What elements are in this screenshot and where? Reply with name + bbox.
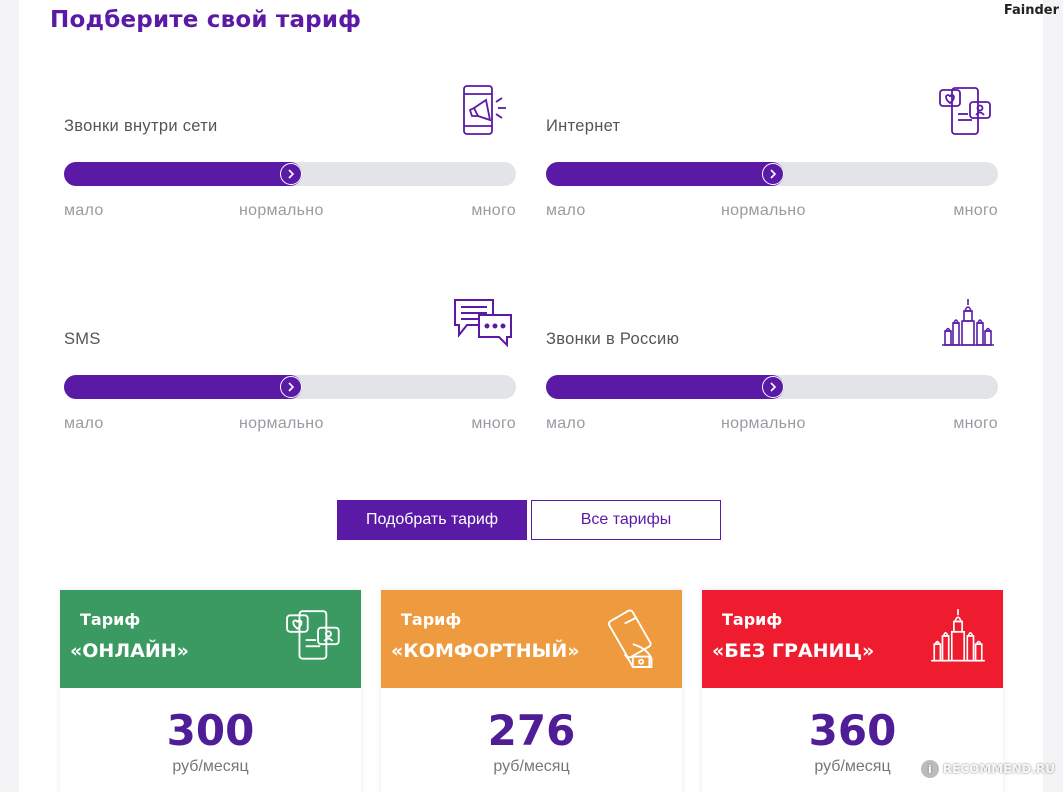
slider-scale: мало нормально много — [64, 415, 516, 435]
slider-handle[interactable] — [280, 163, 302, 185]
scale-high: много — [953, 415, 998, 432]
slider-label: Звонки внутри сети — [64, 117, 218, 135]
tariff-price: 360 — [808, 706, 897, 755]
recommend-logo-icon: i — [920, 760, 939, 778]
slider-label: SMS — [64, 330, 101, 348]
tariff-name: «ОНЛАЙН» — [70, 640, 189, 662]
slider-block-internet: Интернет мало нормально много — [546, 84, 998, 234]
tariff-unit: руб/месяц — [493, 758, 570, 775]
slider-scale: мало нормально много — [546, 202, 998, 222]
slider-fill — [546, 375, 784, 399]
slider-track[interactable] — [64, 162, 516, 186]
tariff-price: 276 — [487, 706, 576, 755]
scale-low: мало — [546, 415, 586, 432]
scale-mid: нормально — [239, 202, 324, 219]
scale-low: мало — [64, 202, 104, 219]
tariff-kicker: Тариф — [722, 610, 783, 629]
scale-mid: нормально — [239, 415, 324, 432]
slider-label: Интернет — [546, 117, 621, 135]
page-title: Подберите свой тариф — [50, 7, 362, 33]
chevron-right-icon — [770, 169, 777, 179]
tariff-card-comfort[interactable]: Тариф «КОМФОРТНЫЙ» 276 руб/месяц — [381, 590, 682, 792]
chevron-right-icon — [288, 382, 295, 392]
tariff-name: «КОМФОРТНЫЙ» — [391, 640, 580, 662]
all-tariffs-button[interactable]: Все тарифы — [531, 500, 721, 540]
message-bubbles-icon — [454, 299, 512, 348]
tariff-header: Тариф «КОМФОРТНЫЙ» — [381, 590, 682, 688]
slider-handle[interactable] — [762, 376, 784, 398]
slider-fill — [546, 162, 784, 186]
scale-high: много — [953, 202, 998, 219]
slider-label: Звонки в Россию — [546, 330, 680, 348]
slider-block-calls-network: Звонки внутри сети мало нормально много — [64, 84, 516, 234]
slider-handle[interactable] — [762, 163, 784, 185]
tariff-price: 300 — [166, 706, 255, 755]
phone-chat-icon — [286, 610, 340, 660]
phone-chat-icon — [939, 87, 991, 135]
scale-mid: нормально — [721, 415, 806, 432]
scale-low: мало — [64, 415, 104, 432]
brand-label: Fainder — [1003, 3, 1059, 18]
tariff-card-online[interactable]: Тариф «ОНЛАЙН» 300 руб/месяц — [60, 590, 361, 792]
tariff-unit: руб/месяц — [814, 758, 891, 775]
scale-mid: нормально — [721, 202, 806, 219]
watermark-text: RECOMMEND.RU — [942, 762, 1055, 776]
kremlin-icon — [931, 609, 985, 662]
slider-block-calls-russia: Звонки в Россию мало нормально много — [546, 297, 998, 447]
tariff-kicker: Тариф — [401, 610, 462, 629]
slider-track[interactable] — [546, 162, 998, 186]
chevron-right-icon — [288, 169, 295, 179]
slider-handle[interactable] — [280, 376, 302, 398]
pick-tariff-button[interactable]: Подобрать тариф — [337, 500, 527, 540]
slider-fill — [64, 375, 302, 399]
slider-track[interactable] — [546, 375, 998, 399]
slider-track[interactable] — [64, 375, 516, 399]
hand-phone-icon — [608, 609, 653, 668]
tariff-name: «БЕЗ ГРАНИЦ» — [712, 640, 875, 662]
tariff-header: Тариф «БЕЗ ГРАНИЦ» — [702, 590, 1003, 688]
tariff-unit: руб/месяц — [172, 758, 249, 775]
kremlin-icon — [942, 299, 994, 346]
tariff-card-no-borders[interactable]: Тариф «БЕЗ ГРАНИЦ» 360 руб/месяц — [702, 590, 1003, 792]
scale-high: много — [471, 202, 516, 219]
slider-fill — [64, 162, 302, 186]
phone-megaphone-icon — [463, 85, 506, 135]
tariff-header: Тариф «ОНЛАЙН» — [60, 590, 361, 688]
chevron-right-icon — [770, 382, 777, 392]
scale-low: мало — [546, 202, 586, 219]
slider-block-sms: SMS мало нормально много — [64, 297, 516, 447]
watermark: i RECOMMEND.RU — [920, 760, 1055, 778]
scale-high: много — [471, 415, 516, 432]
slider-scale: мало нормально много — [64, 202, 516, 222]
tariff-kicker: Тариф — [80, 610, 141, 629]
slider-scale: мало нормально много — [546, 415, 998, 435]
